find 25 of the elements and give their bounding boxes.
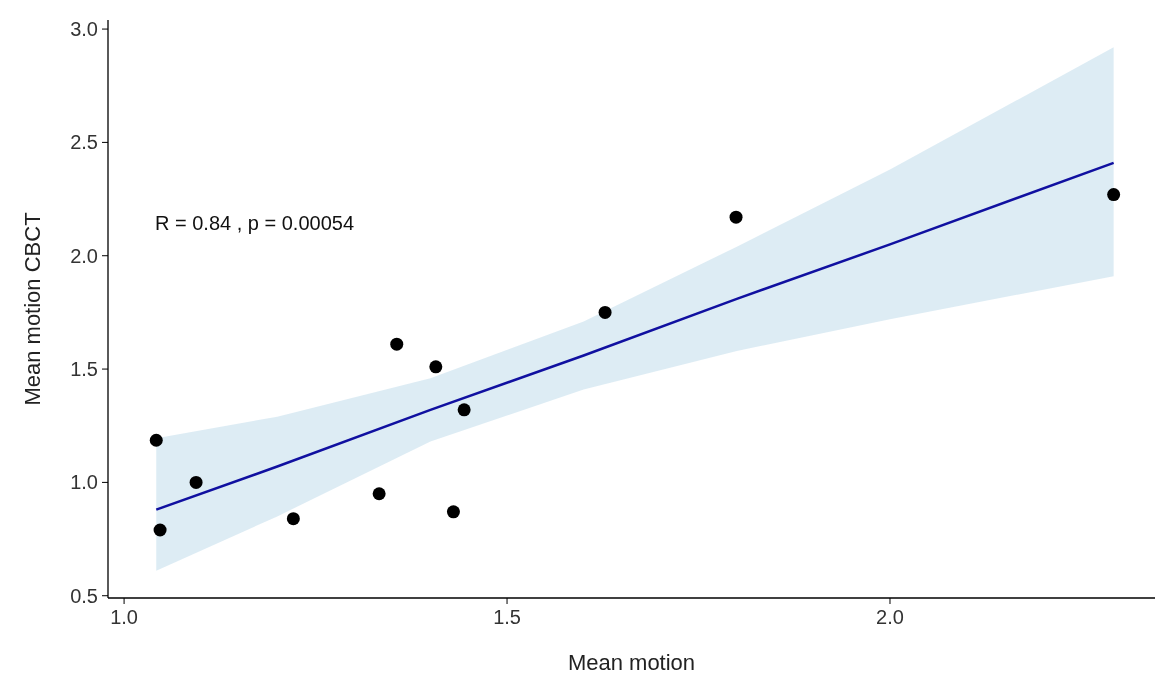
point [153,523,167,537]
y-tick-label: 2.5 [70,131,98,154]
point [372,487,386,501]
y-axis-title: Mean motion CBCT [20,212,45,406]
point [149,433,163,447]
point [598,305,612,319]
annotation: R = 0.84 , p = 0.00054 [155,212,355,234]
point [729,210,743,224]
point [446,505,460,519]
x-tick-label: 1.5 [493,606,521,628]
y-tick-label: 0.5 [70,584,98,607]
line-series [155,161,1115,511]
point [429,360,443,374]
y-tick-label: 2.0 [70,244,98,267]
point [189,475,203,489]
point [286,512,300,526]
x-tick-label: 1.0 [110,606,138,628]
point [390,337,404,351]
y-tick-label: 1.5 [70,358,98,381]
y-tick-label: 3.0 [70,18,98,41]
x-axis-title: Mean motion [567,650,696,675]
point [1107,188,1121,202]
y-tick-label: 1.0 [70,471,98,494]
point [457,403,471,417]
x-tick-label: 2.0 [876,606,904,628]
